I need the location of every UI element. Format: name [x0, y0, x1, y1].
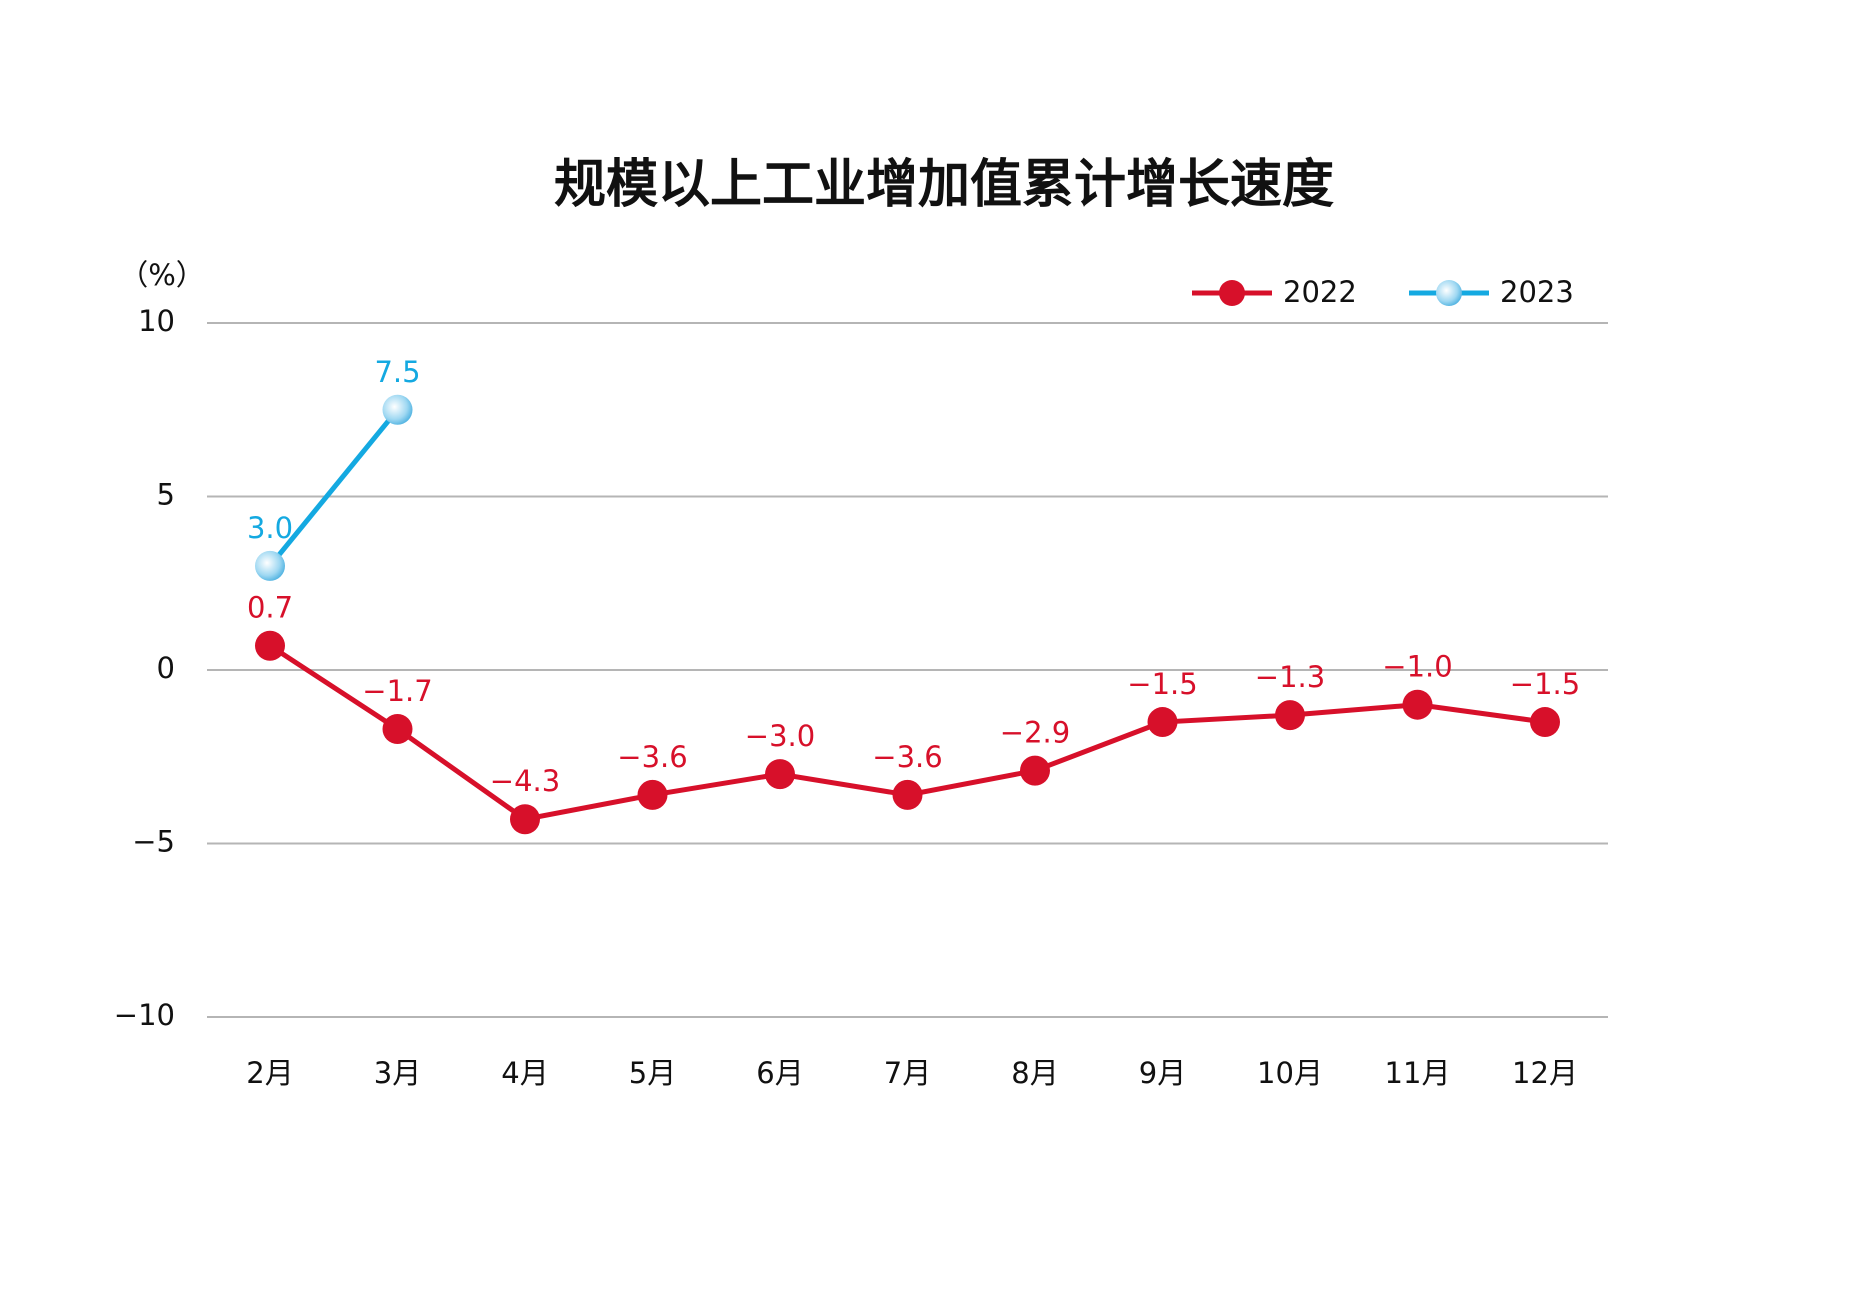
data-point [1020, 755, 1050, 786]
y-tick-label: −5 [132, 825, 175, 859]
series-line [268, 408, 400, 568]
data-point [1275, 700, 1305, 731]
data-point [255, 550, 285, 581]
y-axis-label: （%） [119, 258, 205, 292]
legend-label: 2022 [1283, 275, 1357, 309]
data-label: 3.0 [247, 511, 293, 545]
data-point [510, 804, 540, 835]
y-tick-label: 0 [157, 651, 175, 685]
x-tick-label: 2月 [246, 1056, 293, 1090]
x-tick-label: 11月 [1385, 1056, 1451, 1090]
data-label: −3.6 [617, 740, 687, 774]
data-label: −1.7 [362, 674, 432, 708]
data-point [382, 394, 413, 425]
legend-marker [1436, 280, 1462, 306]
data-label: −3.0 [745, 719, 815, 753]
data-point [765, 759, 795, 790]
x-tick-label: 5月 [629, 1056, 676, 1090]
legend-marker [1219, 280, 1245, 306]
x-tick-label: 9月 [1139, 1056, 1186, 1090]
data-point [1530, 707, 1560, 738]
x-tick-label: 4月 [501, 1056, 548, 1090]
x-tick-label: 10月 [1257, 1056, 1323, 1090]
x-tick-label: 8月 [1011, 1056, 1058, 1090]
data-label: −2.9 [1000, 716, 1070, 750]
data-label: −1.3 [1255, 660, 1325, 694]
data-point [1402, 689, 1433, 720]
data-label: 7.5 [374, 355, 420, 389]
data-label: −4.3 [490, 764, 560, 798]
data-point [1147, 707, 1178, 738]
data-point [382, 713, 413, 744]
data-point [255, 630, 285, 661]
data-label: −1.5 [1510, 667, 1580, 701]
x-tick-label: 7月 [884, 1056, 931, 1090]
data-label: 0.7 [247, 591, 293, 625]
data-label: −1.0 [1382, 650, 1452, 684]
y-tick-label: 10 [138, 304, 175, 338]
y-tick-label: −10 [114, 998, 175, 1032]
data-label: −1.5 [1127, 667, 1197, 701]
data-label: −3.6 [872, 740, 942, 774]
data-point [637, 779, 668, 810]
x-tick-label: 3月 [374, 1056, 421, 1090]
data-point [892, 779, 923, 810]
x-tick-label: 6月 [756, 1056, 803, 1090]
y-tick-label: 5 [157, 478, 175, 512]
legend-label: 2023 [1500, 275, 1574, 309]
chart-title: 规模以上工业增加值累计增长速度 [554, 155, 1334, 215]
x-tick-label: 12月 [1512, 1056, 1578, 1090]
